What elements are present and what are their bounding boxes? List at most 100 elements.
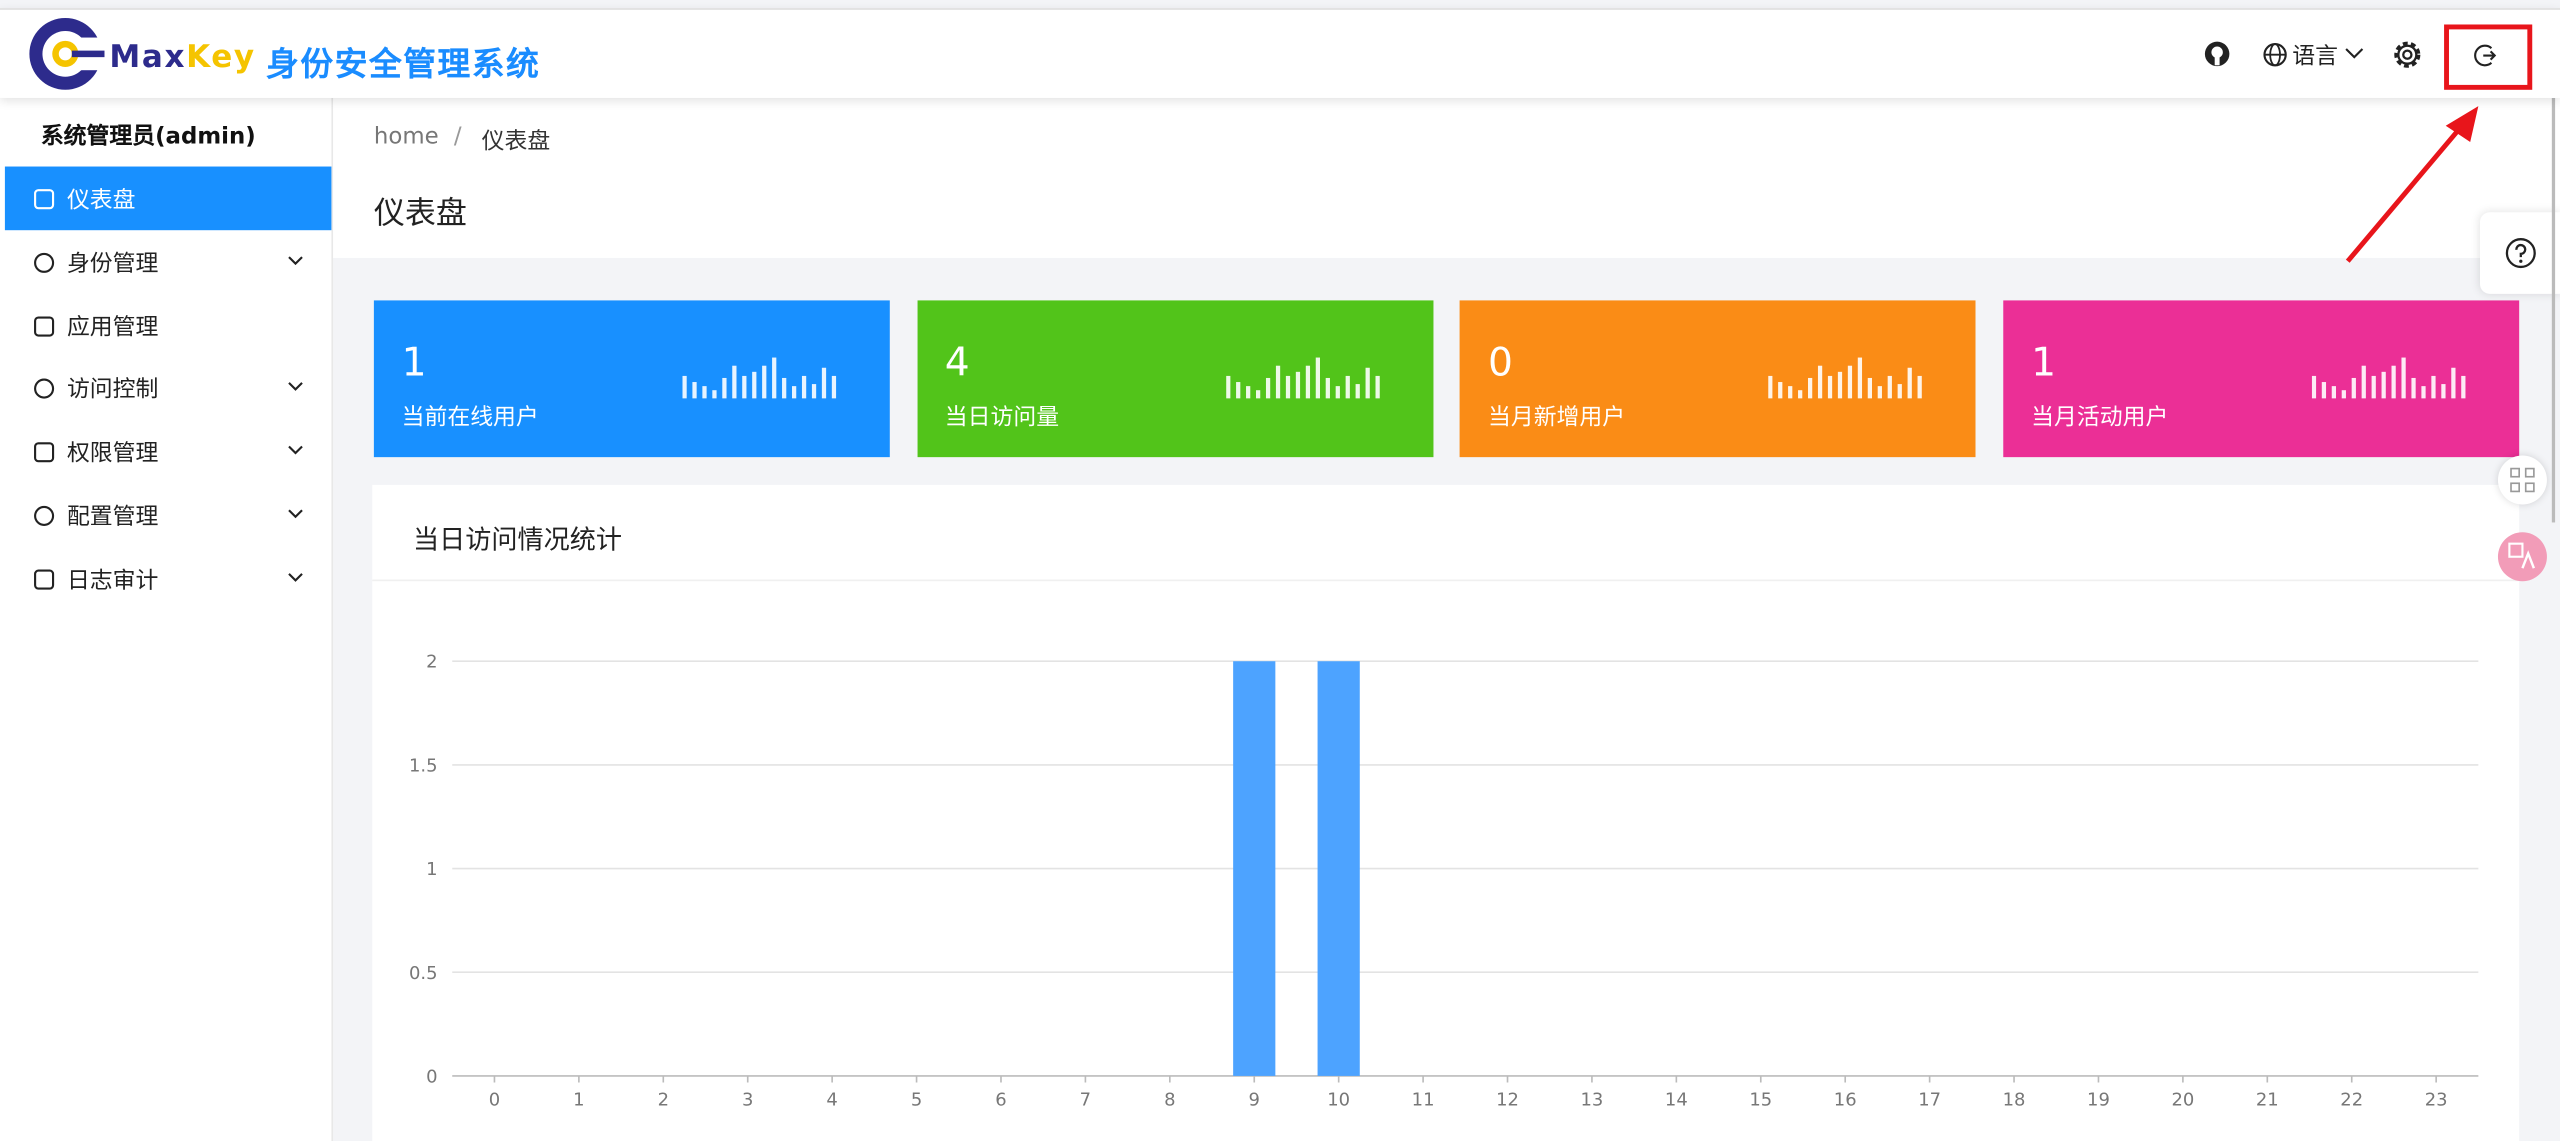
- menu-item[interactable]: 身份管理: [5, 230, 332, 294]
- menu-item[interactable]: 权限管理: [5, 420, 332, 484]
- menu-icon: [34, 442, 55, 463]
- brand-max: Max: [109, 39, 187, 76]
- sparkline-bar: [2391, 365, 2396, 399]
- chevron: [288, 446, 303, 455]
- sparkline-bar: [1355, 384, 1360, 399]
- sparkline-bar: [1868, 377, 1873, 399]
- x-tick-label: 10: [1327, 1089, 1350, 1110]
- x-tick-label: 19: [2087, 1089, 2110, 1110]
- menu-item[interactable]: 日志审计: [5, 547, 332, 611]
- sparkline-bar: [1918, 375, 1923, 399]
- sparkline-bar: [1245, 386, 1250, 399]
- logout-icon[interactable]: [2472, 42, 2498, 68]
- icon-shape: [34, 189, 55, 210]
- menu-chevron: [288, 382, 303, 392]
- x-tick-label: 8: [1164, 1089, 1175, 1110]
- sparkline-bar: [772, 357, 777, 399]
- bar-chart: 00.511.520 1 2 3 4 5 6 7 8 9 10 11 12 13 14 15 16 17 18 19 2…: [409, 652, 2479, 1110]
- menu-label: 权限管理: [66, 441, 159, 468]
- stat-card[interactable]: 1 当前在线用户: [373, 300, 890, 458]
- chevron: [288, 572, 303, 582]
- sparkline-bar: [1848, 365, 1853, 399]
- sidebar: 系统管理员(admin) 仪表盘 身份管理 应用管理 访问控制 权限管理 配置管理 日志审计: [0, 97, 334, 1141]
- sparkline-bar: [702, 386, 707, 399]
- annotation-arrow: [2345, 106, 2479, 263]
- sparkline-bar: [2401, 357, 2406, 399]
- sparkline-bar: [1888, 375, 1893, 399]
- breadcrumb-home[interactable]: home: [373, 124, 439, 151]
- x-tick-label: 5: [911, 1089, 922, 1110]
- bar: [1233, 661, 1276, 1076]
- sparkline-bar: [1325, 377, 1330, 399]
- menu-item[interactable]: 应用管理: [5, 293, 332, 357]
- sparkline-bar: [2361, 365, 2367, 399]
- sparkline-bar: [1265, 377, 1270, 399]
- breadcrumb-current: 仪表盘: [481, 128, 551, 156]
- stat-label: 当月新增用户: [1487, 404, 1626, 432]
- x-tick-label: 6: [995, 1089, 1006, 1110]
- x-tick-label: 12: [1496, 1089, 1519, 1110]
- x-tick-label: 20: [2171, 1089, 2194, 1110]
- stat-card[interactable]: 1 当月活动用户: [2003, 300, 2520, 458]
- x-tick-label: 2: [658, 1089, 669, 1110]
- sparkline-bar: [2421, 386, 2426, 399]
- apps-icon: [2510, 467, 2535, 493]
- x-tick-label: 1: [573, 1089, 584, 1110]
- y-tick-label: 1: [426, 859, 437, 880]
- sparkline-bar: [1345, 375, 1350, 399]
- y-tick-label: 0.5: [409, 963, 438, 984]
- bar: [1317, 661, 1360, 1076]
- stat-value: 4: [944, 339, 970, 386]
- sparkline: [2311, 357, 2466, 399]
- x-tick-label: 14: [1665, 1089, 1688, 1110]
- help-icon: [2505, 238, 2536, 269]
- icon-shape: [34, 569, 55, 590]
- x-tick-label: 18: [2003, 1089, 2026, 1110]
- breadcrumb-separator: /: [453, 124, 462, 151]
- apps-widget[interactable]: [2497, 455, 2547, 505]
- language-switch[interactable]: 语言: [2292, 44, 2338, 71]
- y-tick-label: 0: [426, 1066, 437, 1087]
- sparkline-bar: [1365, 367, 1370, 399]
- sparkline-bar: [811, 384, 817, 399]
- sparkline-bar: [1235, 382, 1240, 399]
- sparkline-bar: [762, 365, 767, 399]
- stat-card[interactable]: 0 当月新增用户: [1460, 300, 1977, 458]
- x-tick-label: 3: [742, 1089, 753, 1110]
- page-title: 仪表盘: [373, 195, 467, 232]
- x-tick-label: 0: [489, 1089, 500, 1110]
- sparkline-bar: [801, 375, 807, 399]
- x-tick-label: 17: [1918, 1089, 1941, 1110]
- stat-card[interactable]: 4 当日访问量: [917, 300, 1433, 458]
- sparkline-bar: [1878, 386, 1883, 399]
- menu-item[interactable]: 访问控制: [5, 357, 332, 421]
- menu-label: 仪表盘: [66, 187, 136, 214]
- sparkline-bar: [2311, 375, 2317, 399]
- x-tick-label: 13: [1581, 1089, 1604, 1110]
- menu-label: 访问控制: [66, 377, 159, 404]
- chevron: [288, 256, 303, 265]
- sparkline-bar: [1275, 365, 1280, 399]
- stat-value: 1: [401, 339, 427, 386]
- sparkline-bar: [1808, 377, 1813, 399]
- sparkline-bar: [2331, 386, 2337, 399]
- sparkline-bar: [782, 377, 787, 399]
- github-icon[interactable]: [2204, 41, 2230, 67]
- stat-label: 当月活动用户: [2031, 404, 2169, 432]
- sparkline-bar: [732, 365, 737, 399]
- x-tick-label: 21: [2256, 1089, 2279, 1110]
- chevron: [288, 509, 303, 519]
- menu-item[interactable]: 配置管理: [5, 483, 332, 547]
- icon-shape: [34, 252, 55, 273]
- menu-icon: [34, 315, 55, 336]
- icon-shape: [34, 505, 55, 526]
- sparkline-bar: [742, 375, 747, 399]
- translate-widget[interactable]: [2497, 532, 2547, 582]
- sparkline-bar: [831, 375, 837, 399]
- menu-item[interactable]: 仪表盘: [4, 166, 332, 231]
- chart-title: 当日访问情况统计: [413, 524, 623, 556]
- settings-icon[interactable]: [2392, 39, 2423, 70]
- chevron: [288, 382, 303, 392]
- help-widget[interactable]: [2479, 212, 2560, 294]
